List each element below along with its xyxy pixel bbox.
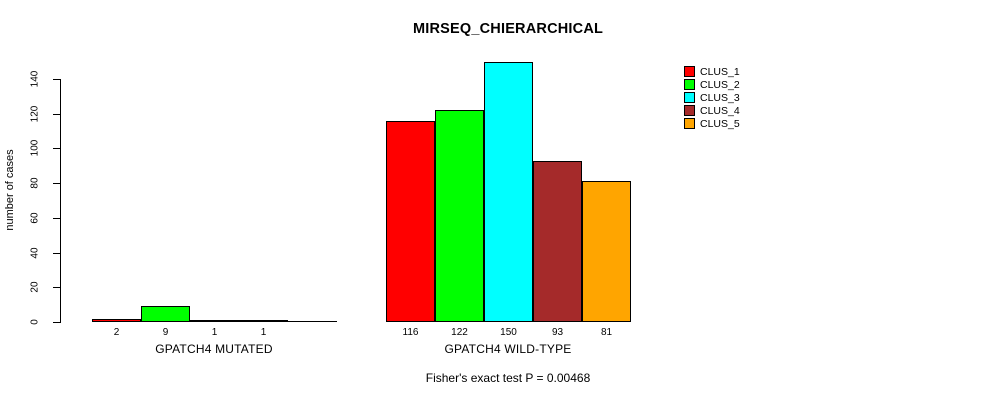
bar-clus_4-group2 [533, 161, 582, 322]
legend-swatch-icon [684, 79, 695, 90]
bar-clus_3-group1 [190, 320, 239, 322]
legend-label: CLUS_3 [700, 91, 740, 104]
bar-value-label: 9 [162, 327, 169, 338]
legend-item-clus_5: CLUS_5 [684, 117, 740, 130]
y-axis-title: number of cases [4, 149, 16, 231]
bar-value-label: 1 [260, 327, 267, 338]
legend-item-clus_3: CLUS_3 [684, 91, 740, 104]
bar-value-label: 116 [402, 327, 419, 338]
chart-title: MIRSEQ_CHIERARCHICAL [412, 21, 604, 37]
y-tick-mark [53, 183, 60, 184]
bar-clus_2-group2 [435, 110, 484, 322]
bar-value-label: 150 [500, 327, 517, 338]
bar-clus_5-group1 [288, 321, 337, 322]
legend-label: CLUS_2 [700, 78, 740, 91]
legend-swatch-icon [684, 105, 695, 116]
legend-label: CLUS_4 [700, 104, 740, 117]
y-tick-label: 100 [29, 139, 41, 157]
y-tick-mark [53, 114, 60, 115]
legend: CLUS_1 CLUS_2 CLUS_3 CLUS_4 CLUS_5 [684, 66, 740, 131]
bar-value-label: 122 [451, 327, 468, 338]
y-tick-mark [53, 148, 60, 149]
bar-value-label: 1 [211, 327, 218, 338]
y-tick-label: 40 [29, 247, 41, 259]
group-label-gpatch4-mutated: GPATCH4 MUTATED [155, 342, 273, 356]
y-tick-label: 80 [29, 177, 41, 189]
y-tick-label: 20 [29, 281, 41, 293]
bar-clus_2-group1 [141, 306, 190, 322]
legend-item-clus_4: CLUS_4 [684, 104, 740, 117]
fisher-test-annotation: Fisher's exact test P = 0.00468 [425, 371, 591, 385]
y-tick-mark [53, 287, 60, 288]
y-axis-line [60, 79, 61, 323]
y-tick-mark [53, 79, 60, 80]
bar-clus_3-group2 [484, 62, 533, 322]
legend-swatch-icon [684, 66, 695, 77]
bar-clus_1-group1 [92, 319, 141, 322]
legend-item-clus_2: CLUS_2 [684, 78, 740, 91]
y-tick-label: 0 [29, 319, 41, 325]
legend-swatch-icon [684, 92, 695, 103]
legend-swatch-icon [684, 118, 695, 129]
y-tick-label: 120 [29, 105, 41, 123]
bar-value-label: 2 [113, 327, 120, 338]
bar-value-label: 93 [551, 327, 564, 338]
bar-clus_1-group2 [386, 121, 435, 322]
bar-value-label: 81 [600, 327, 613, 338]
legend-label: CLUS_1 [700, 65, 740, 78]
group-label-gpatch4-wild-type: GPATCH4 WILD-TYPE [444, 342, 572, 356]
legend-label: CLUS_5 [700, 117, 740, 130]
y-tick-label: 60 [29, 212, 41, 224]
y-tick-mark [53, 218, 60, 219]
y-tick-mark [53, 253, 60, 254]
y-tick-label: 140 [29, 70, 41, 88]
bar-clus_4-group1 [239, 320, 288, 322]
bar-clus_5-group2 [582, 181, 631, 322]
y-tick-mark [53, 322, 60, 323]
legend-item-clus_1: CLUS_1 [684, 65, 740, 78]
